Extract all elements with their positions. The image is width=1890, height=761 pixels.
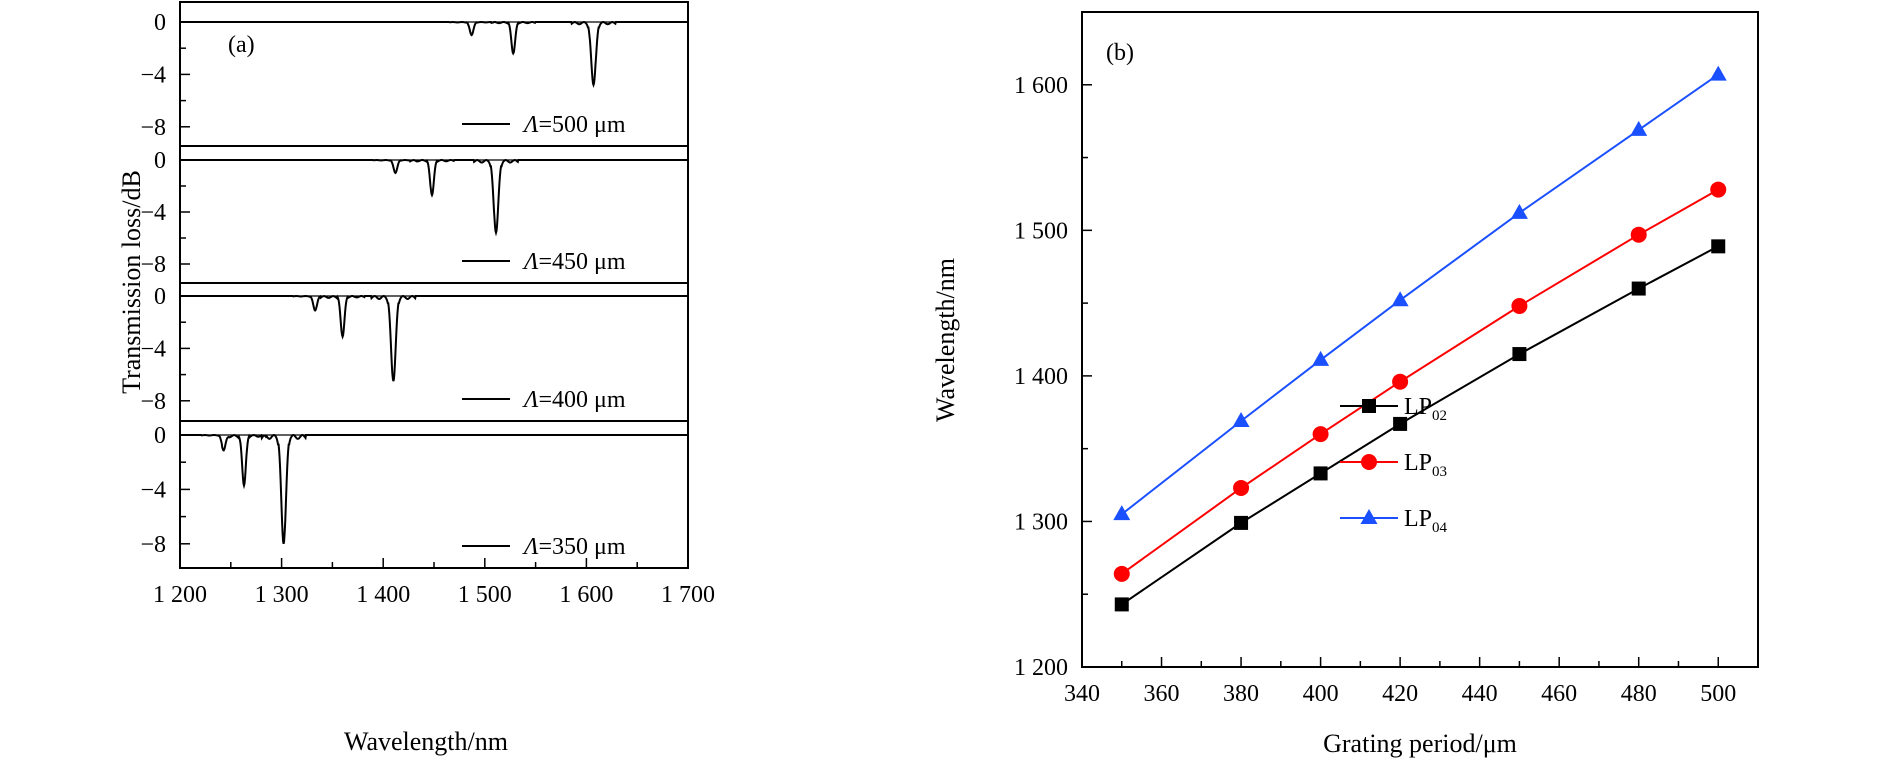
data-point-LP03 — [1113, 565, 1130, 582]
x-tick-label: 460 — [1541, 681, 1577, 707]
panel-a-legends: Λ=500 μm Λ=450 μm Λ=400 μm Λ=350 μm — [462, 112, 626, 560]
legend-marker-LP02 — [1362, 399, 1376, 413]
spectrum-curve-350 — [180, 433, 688, 544]
data-point-LP03 — [1233, 479, 1250, 496]
y-tick-label: −8 — [140, 115, 166, 141]
y-tick-label: 0 — [154, 284, 166, 310]
y-tick-label: −4 — [140, 336, 166, 362]
panel-b-plot-frame — [1081, 11, 1759, 668]
y-tick-label: −4 — [140, 477, 166, 503]
legend-label-350: Λ=350 μm — [522, 534, 626, 560]
legend-marker-LP04 — [1360, 509, 1378, 524]
data-point-LP03 — [1392, 373, 1409, 390]
spectrum-curve-450 — [180, 158, 688, 237]
y-tick-label: −4 — [140, 62, 166, 88]
y-tick-label: 0 — [154, 10, 166, 36]
data-point-LP03 — [1630, 226, 1647, 243]
y-tick-label: −8 — [140, 252, 166, 278]
x-tick-label: 380 — [1223, 681, 1259, 707]
legend-marker-LP03 — [1361, 454, 1377, 470]
y-tick-label: 0 — [154, 148, 166, 174]
legend-label-450: Λ=450 μm — [522, 249, 626, 275]
panel-a-transmission-spectra: 0 −4 −8 0 −4 −8 0 −4 −8 0 −4 −8 1 200 1 300 1 400 1 50… — [117, 1, 715, 756]
series-line-LP02 — [1121, 245, 1719, 606]
panel-a-x-ticks: 1 200 1 300 1 400 1 500 1 600 1 700 — [153, 558, 715, 608]
data-point-LP02 — [1393, 416, 1408, 431]
x-tick-label: 1 700 — [661, 582, 715, 608]
panel-a-tag: (a) — [228, 32, 255, 58]
data-point-LP04 — [1113, 505, 1131, 521]
y-tick-label: 0 — [154, 423, 166, 449]
y-tick-label: 1 400 — [1014, 364, 1068, 390]
panel-a-curves — [180, 20, 688, 544]
panel-b-y-ticks: 1 200 1 300 1 400 1 500 1 600 — [1014, 73, 1092, 681]
data-point-LP04 — [1510, 203, 1528, 219]
panel-b-y-axis-title: Wavelength/nm — [931, 258, 960, 422]
x-tick-label: 1 300 — [255, 582, 309, 608]
panel-b-legend: LP02 LP03 LP04 — [1340, 394, 1448, 536]
data-point-LP02 — [1114, 597, 1129, 612]
legend-label-500: Λ=500 μm — [522, 112, 626, 138]
x-tick-label: 480 — [1621, 681, 1657, 707]
panel-a-y-axis-title: Transmission loss/dB — [117, 170, 146, 394]
panel-a-y-ticks: 0 −4 −8 0 −4 −8 0 −4 −8 0 −4 −8 — [140, 10, 190, 558]
data-point-LP03 — [1312, 426, 1329, 443]
y-tick-label: 1 600 — [1014, 73, 1068, 99]
spectrum-curve-400 — [180, 294, 688, 382]
data-point-LP02 — [1512, 347, 1527, 362]
data-point-LP02 — [1631, 281, 1646, 296]
x-tick-label: 440 — [1462, 681, 1498, 707]
panel-b-x-ticks: 340 360 380 400 420 440 460 480 500 — [1064, 657, 1759, 707]
panel-b-tag: (b) — [1106, 40, 1134, 66]
legend-label-400: Λ=400 μm — [522, 387, 626, 413]
data-point-LP02 — [1313, 466, 1328, 481]
x-tick-label: 1 500 — [458, 582, 512, 608]
x-tick-label: 400 — [1303, 681, 1339, 707]
data-point-LP03 — [1710, 181, 1727, 198]
panel-b-resonance-wavelengths: 1 200 1 300 1 400 1 500 1 600 340 360 380 400 42… — [931, 11, 1759, 758]
data-point-LP02 — [1711, 239, 1726, 254]
x-tick-label: 1 400 — [356, 582, 410, 608]
data-point-LP03 — [1511, 298, 1528, 315]
data-point-LP04 — [1391, 291, 1409, 307]
x-tick-label: 500 — [1700, 681, 1736, 707]
x-tick-label: 420 — [1382, 681, 1418, 707]
x-tick-label: 340 — [1064, 681, 1100, 707]
data-point-LP04 — [1630, 120, 1648, 136]
y-tick-label: 1 300 — [1014, 509, 1068, 535]
legend-label-LP04: LP04 — [1404, 506, 1448, 536]
y-tick-label: −4 — [140, 200, 166, 226]
panel-a-frames — [179, 1, 689, 569]
data-point-LP04 — [1232, 412, 1250, 428]
data-point-LP02 — [1234, 515, 1249, 530]
y-tick-label: 1 200 — [1014, 655, 1068, 681]
panel-b-series — [1113, 65, 1727, 612]
y-tick-label: 1 500 — [1014, 218, 1068, 244]
legend-label-LP03: LP03 — [1404, 450, 1447, 480]
panel-b-x-axis-title: Grating period/μm — [1323, 729, 1517, 758]
y-tick-label: −8 — [140, 389, 166, 415]
x-tick-label: 1 200 — [153, 582, 207, 608]
x-tick-label: 1 600 — [559, 582, 613, 608]
spectrum-curve-500 — [180, 20, 688, 89]
data-point-LP04 — [1312, 350, 1330, 366]
x-tick-label: 360 — [1144, 681, 1180, 707]
panel-a-x-axis-title: Wavelength/nm — [344, 727, 508, 756]
legend-label-LP02: LP02 — [1404, 394, 1447, 424]
data-point-LP04 — [1709, 65, 1727, 81]
y-tick-label: −8 — [140, 532, 166, 558]
